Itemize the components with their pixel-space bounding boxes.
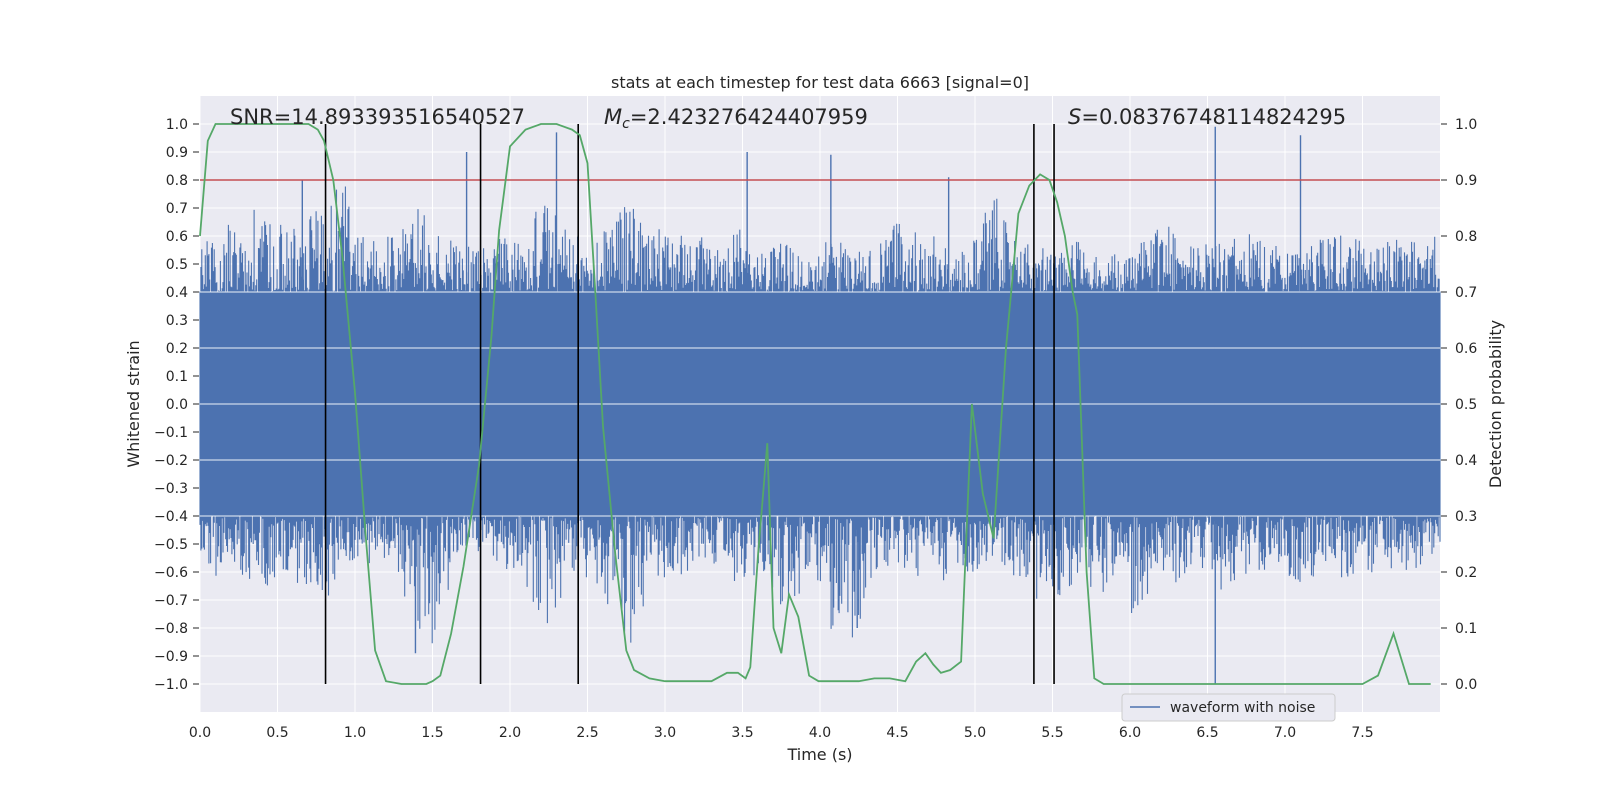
x-tick-label: 4.5 [886, 725, 908, 741]
x-tick-label: 5.0 [964, 725, 986, 741]
chirp-mass-symbol: M [604, 105, 622, 129]
s-value: =0.08376748114824295 [1081, 105, 1346, 129]
y-tick-label: 0.6 [166, 229, 188, 245]
y-tick-label: −0.3 [154, 481, 188, 497]
y-tick-label: 0.2 [166, 341, 188, 357]
x-tick-label: 6.0 [1119, 725, 1141, 741]
y-tick-label: 1.0 [166, 117, 188, 133]
y-tick-label: 0.8 [166, 173, 188, 189]
x-tick-label: 3.5 [731, 725, 753, 741]
y2-tick-label: 0.5 [1455, 397, 1477, 413]
y-tick-label: −1.0 [154, 677, 188, 693]
y-tick-label: 0.0 [166, 397, 188, 413]
s-symbol: S [1068, 105, 1081, 129]
y-tick-label: −0.5 [154, 537, 188, 553]
y2-tick-label: 0.0 [1455, 677, 1477, 693]
x-tick-label: 5.5 [1041, 725, 1063, 741]
y-tick-label: −0.2 [154, 453, 188, 469]
snr-annotation: SNR=14.893393516540527 [230, 105, 525, 129]
y-tick-label: −0.9 [154, 649, 188, 665]
y2-tick-label: 0.9 [1455, 173, 1477, 189]
y-tick-label: −0.4 [154, 509, 188, 525]
y-tick-label: 0.4 [166, 285, 188, 301]
x-tick-label: 0.0 [189, 725, 211, 741]
y-tick-label: −0.7 [154, 593, 188, 609]
detection-probability-line [199, 123, 1431, 685]
chart-marks [199, 123, 1440, 685]
legend: waveform with noise [1121, 693, 1336, 722]
y2-tick-label: 0.4 [1455, 453, 1477, 469]
y2-tick-label: 0.7 [1455, 285, 1477, 301]
y-tick-label: 0.9 [166, 145, 188, 161]
y2-tick-label: 1.0 [1455, 117, 1477, 133]
y2-axis-label: Detection probability [1486, 320, 1505, 488]
chart-title: stats at each timestep for test data 666… [611, 73, 1029, 92]
chirp-mass-annotation: Mc=2.423276424407959 [604, 105, 868, 132]
legend-box [1121, 693, 1336, 722]
chirp-mass-subscript: c [622, 116, 630, 132]
y-tick-label: 0.7 [166, 201, 188, 217]
x-tick-label: 7.5 [1351, 725, 1373, 741]
s-annotation: S=0.08376748114824295 [1068, 105, 1346, 129]
y-tick-label: −0.8 [154, 621, 188, 637]
y-tick-label: −0.6 [154, 565, 188, 581]
chirp-mass-value: =2.423276424407959 [630, 105, 868, 129]
x-axis-label: Time (s) [786, 745, 852, 764]
y2-tick-label: 0.3 [1455, 509, 1477, 525]
y2-tick-label: 0.6 [1455, 341, 1477, 357]
x-tick-label: 0.5 [266, 725, 288, 741]
x-tick-label: 1.5 [421, 725, 443, 741]
x-tick-label: 1.0 [344, 725, 366, 741]
x-tick-label: 3.0 [654, 725, 676, 741]
y2-tick-label: 0.8 [1455, 229, 1477, 245]
y-axis-label: Whitened strain [124, 340, 143, 467]
x-tick-label: 2.5 [576, 725, 598, 741]
y-tick-label: −0.1 [154, 425, 188, 441]
y2-tick-label: 0.1 [1455, 621, 1477, 637]
y-tick-label: 0.5 [166, 257, 188, 273]
x-tick-label: 2.0 [499, 725, 521, 741]
y-tick-label: 0.1 [166, 369, 188, 385]
y-tick-label: 0.3 [166, 313, 188, 329]
y2-tick-label: 0.2 [1455, 565, 1477, 581]
x-tick-label: 4.0 [809, 725, 831, 741]
legend-label-waveform: waveform with noise [1170, 700, 1315, 716]
x-tick-label: 7.0 [1274, 725, 1296, 741]
x-tick-label: 6.5 [1196, 725, 1218, 741]
